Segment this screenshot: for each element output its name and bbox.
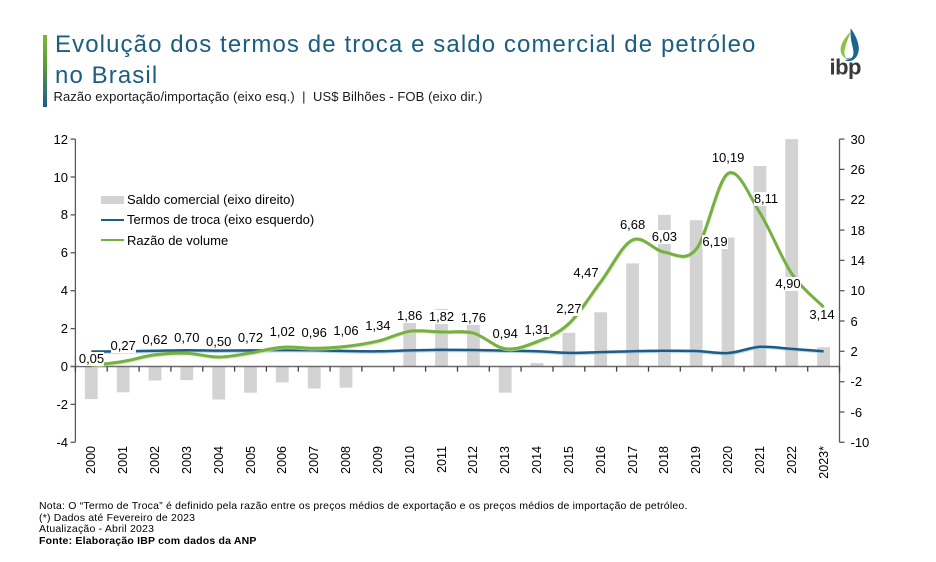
svg-text:ibp: ibp [830, 55, 862, 80]
